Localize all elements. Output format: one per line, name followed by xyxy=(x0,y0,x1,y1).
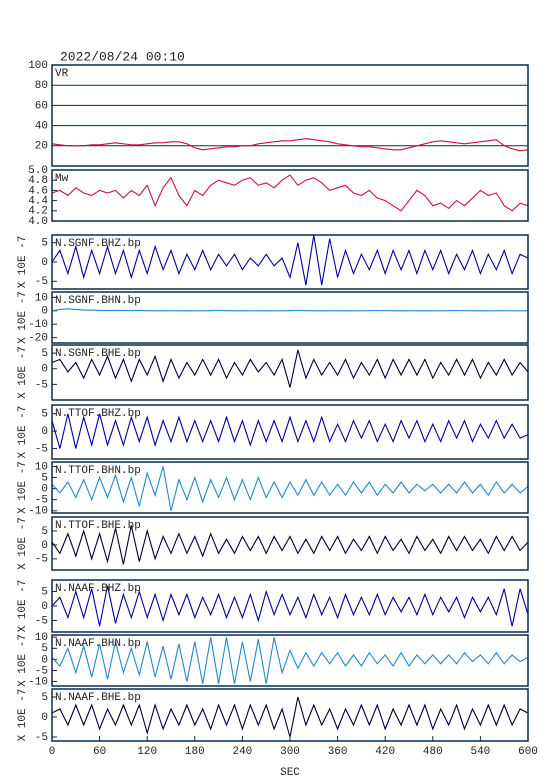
y-tick-label: 4.6 xyxy=(28,185,48,197)
y-tick-label: 4.0 xyxy=(28,216,48,228)
y-tick-label: 80 xyxy=(35,80,48,92)
x-tick-label: 600 xyxy=(518,746,538,758)
panel-frame xyxy=(51,461,529,514)
y-axis-label: X 10E -7 xyxy=(17,291,29,344)
x-tick-label: 180 xyxy=(185,746,205,758)
panel-frame xyxy=(51,579,529,633)
y-tick-label: 60 xyxy=(35,100,48,112)
panel-label: N.SGNF.BHN.bp xyxy=(55,295,141,307)
y-axis-label: X 10E -7 xyxy=(17,406,29,459)
y-tick-label: 4.2 xyxy=(28,206,48,218)
panel-label: N.TTOF.BHE.bp xyxy=(55,520,141,532)
y-tick-label: 10 xyxy=(35,461,48,473)
x-axis-label: SEC xyxy=(280,767,300,779)
y-tick-label: -5 xyxy=(35,615,48,627)
y-axis-label: X 10E -7 xyxy=(17,346,29,399)
y-tick-label: 0 xyxy=(41,306,48,318)
panel-frame xyxy=(51,404,529,460)
trace xyxy=(51,234,529,286)
y-tick-label: 100 xyxy=(28,60,48,72)
panel-label: N.NAAF.BHE.bp xyxy=(55,692,141,704)
y-tick-label: -5 xyxy=(35,495,48,507)
x-tick-label: 540 xyxy=(470,746,490,758)
y-tick-label: 0 xyxy=(41,654,48,666)
y-tick-label: 40 xyxy=(35,121,48,133)
panel-label: N.TTOF.BHZ.bp xyxy=(55,408,141,420)
y-tick-label: 5 xyxy=(41,409,48,421)
panel-frame xyxy=(51,64,529,167)
y-tick-label: -10 xyxy=(28,506,48,518)
y-tick-label: 5.0 xyxy=(28,165,48,177)
x-tick-label: 360 xyxy=(328,746,348,758)
trace xyxy=(51,637,529,684)
trace xyxy=(51,585,529,627)
y-tick-label: -5 xyxy=(35,665,48,677)
trace xyxy=(51,525,529,565)
y-tick-label: -10 xyxy=(28,676,48,688)
x-tick-label: 60 xyxy=(93,746,106,758)
y-tick-label: 5 xyxy=(41,472,48,484)
y-tick-label: 20 xyxy=(35,141,48,153)
panel-frame xyxy=(51,234,529,290)
y-tick-label: 5 xyxy=(41,692,48,704)
y-axis-label: X 10E -7 xyxy=(17,236,29,289)
y-tick-label: 0 xyxy=(41,484,48,496)
y-tick-label: 10 xyxy=(35,632,48,644)
panel-label: Mw xyxy=(55,173,69,185)
y-axis-label: X 10E -7 xyxy=(17,634,29,687)
y-tick-label: -20 xyxy=(28,333,48,345)
y-tick-label: 0 xyxy=(41,364,48,376)
trace xyxy=(51,138,529,152)
y-tick-label: 0 xyxy=(41,426,48,438)
panel-label: N.SGNF.BHE.bp xyxy=(55,348,141,360)
trace xyxy=(51,308,528,312)
panel-frame xyxy=(51,291,529,344)
y-tick-label: 0 xyxy=(41,257,48,269)
trace xyxy=(51,349,529,388)
y-tick-label: -5 xyxy=(35,554,48,566)
x-tick-label: 0 xyxy=(49,746,56,758)
y-tick-label: 10 xyxy=(35,292,48,304)
y-tick-label: -5 xyxy=(35,732,48,744)
y-axis-label: X 10E -7 xyxy=(17,517,29,570)
panel-frame xyxy=(51,169,529,222)
x-tick-label: 480 xyxy=(423,746,443,758)
panel-frame xyxy=(51,634,529,687)
panel-label: N.NAAF.BHZ.bp xyxy=(55,583,141,595)
y-tick-label: 0 xyxy=(41,601,48,613)
y-tick-label: 5 xyxy=(41,643,48,655)
panel-label: N.NAAF.BHN.bp xyxy=(55,638,141,650)
y-tick-label: 5 xyxy=(41,348,48,360)
y-tick-label: -5 xyxy=(35,276,48,288)
y-tick-label: 5 xyxy=(41,238,48,250)
panel-frame xyxy=(51,344,529,401)
y-axis-label: X 10E -7 xyxy=(17,689,29,742)
x-tick-label: 240 xyxy=(232,746,252,758)
y-tick-label: 0 xyxy=(41,712,48,724)
panel-label: VR xyxy=(55,68,69,80)
trace xyxy=(51,466,529,511)
y-tick-label: 4.4 xyxy=(28,196,48,208)
y-tick-label: 4.8 xyxy=(28,175,48,187)
x-tick-label: 420 xyxy=(375,746,395,758)
y-tick-label: 5 xyxy=(41,526,48,538)
trace xyxy=(51,413,529,449)
panel-label: N.SGNF.BHZ.bp xyxy=(55,238,141,250)
panel-label: N.TTOF.BHN.bp xyxy=(55,465,141,477)
y-tick-label: -5 xyxy=(35,443,48,455)
x-tick-label: 120 xyxy=(137,746,157,758)
x-tick-label: 300 xyxy=(280,746,300,758)
y-tick-label: 0 xyxy=(41,540,48,552)
y-tick-label: -10 xyxy=(28,319,48,331)
chart-title: 2022/08/24 00:10 xyxy=(60,49,185,64)
y-axis-label: X 10E -7 xyxy=(17,461,29,514)
y-tick-label: 5 xyxy=(41,586,48,598)
trace xyxy=(51,174,529,212)
y-tick-label: -5 xyxy=(35,379,48,391)
y-axis-label: X 10E -7 xyxy=(17,580,29,633)
panel-frame xyxy=(51,516,529,571)
